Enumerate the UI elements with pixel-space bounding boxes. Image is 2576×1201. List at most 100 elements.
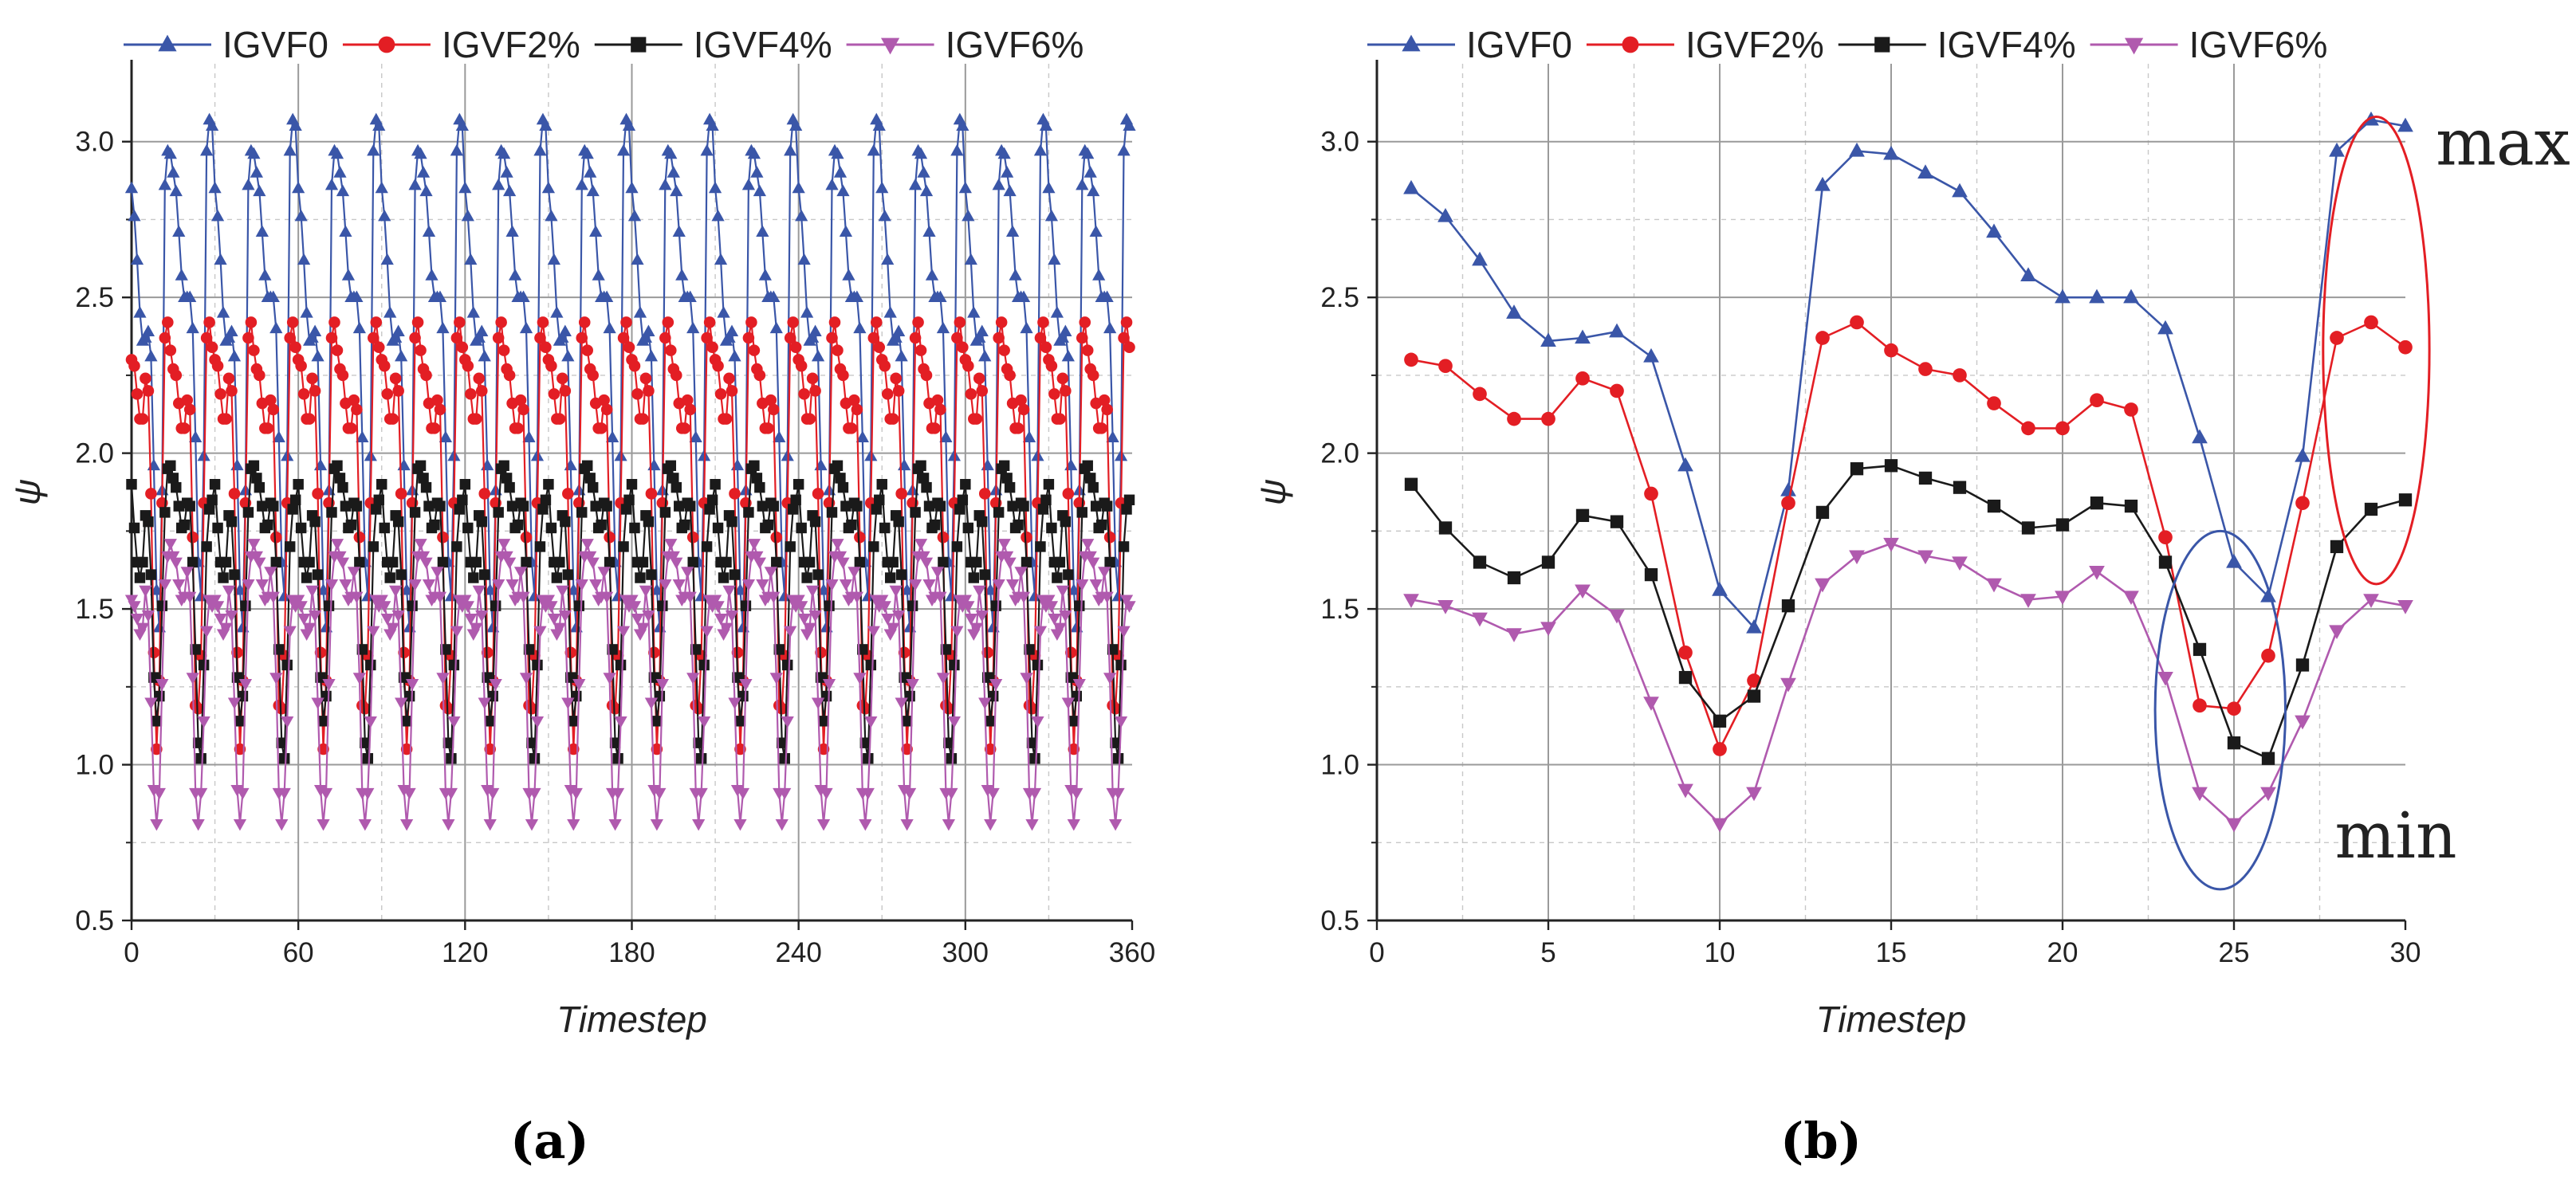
data-point: [568, 716, 580, 727]
data-point: [405, 679, 419, 691]
data-point: [481, 784, 494, 797]
data-point: [629, 522, 640, 534]
data-point: [653, 787, 667, 800]
data-point: [717, 306, 730, 318]
data-point: [317, 818, 330, 831]
data-point: [289, 494, 301, 505]
data-point: [1052, 572, 1063, 583]
data-point: [867, 626, 880, 638]
data-point: [951, 332, 963, 344]
data-point: [1437, 208, 1453, 222]
data-point: [328, 316, 340, 328]
data-point: [556, 372, 568, 385]
data-point: [468, 572, 479, 583]
data-point: [556, 585, 569, 598]
data-point: [158, 178, 171, 190]
data-point: [706, 119, 719, 131]
data-point: [350, 591, 364, 604]
data-point: [1884, 459, 1898, 473]
data-point: [286, 316, 299, 328]
data-point: [993, 332, 1005, 344]
data-point: [179, 519, 190, 531]
data-point: [590, 500, 601, 512]
data-point: [960, 479, 971, 490]
data-point: [308, 324, 322, 337]
data-point: [1024, 644, 1035, 655]
data-point: [833, 551, 848, 563]
data-point: [1473, 387, 1487, 402]
data-point: [895, 349, 908, 362]
data-point: [805, 585, 820, 598]
data-point: [631, 253, 644, 265]
data-point: [854, 556, 866, 568]
data-point: [505, 225, 519, 237]
data-point: [433, 591, 447, 604]
data-point: [367, 143, 380, 156]
data-point: [600, 591, 614, 604]
data-point: [137, 556, 148, 568]
data-point: [898, 458, 911, 471]
data-point: [284, 541, 296, 552]
data-point: [993, 507, 1005, 518]
data-point: [164, 344, 177, 356]
data-point: [1070, 787, 1083, 800]
data-point: [881, 613, 895, 626]
data-point: [887, 413, 899, 425]
data-point: [876, 479, 887, 490]
data-point: [792, 595, 805, 607]
data-point: [1095, 422, 1107, 434]
data-point: [618, 541, 629, 552]
data-point: [210, 601, 225, 613]
data-point: [2055, 421, 2070, 436]
data-point: [962, 601, 975, 613]
data-point: [1781, 599, 1795, 613]
data-point: [147, 784, 161, 797]
data-point: [753, 557, 766, 570]
series-IGVF6%: [1403, 537, 2413, 833]
data-point: [309, 516, 321, 528]
data-point: [2192, 787, 2208, 802]
x-axis-title: Timestep: [556, 999, 707, 1040]
data-point: [820, 787, 833, 800]
data-point: [498, 539, 511, 551]
data-point: [551, 572, 563, 583]
data-point: [1507, 411, 1521, 426]
data-point: [609, 737, 621, 748]
data-point: [743, 507, 754, 518]
data-point: [1092, 269, 1106, 281]
data-point: [1111, 787, 1125, 800]
y-tick-label: 0.5: [75, 905, 114, 936]
data-point: [420, 369, 432, 382]
data-point: [186, 321, 199, 334]
data-point: [269, 321, 283, 334]
data-point: [1404, 477, 1418, 491]
data-point: [1045, 359, 1058, 372]
data-point: [356, 644, 368, 655]
data-point: [833, 166, 848, 178]
data-point: [400, 743, 413, 756]
data-point: [1004, 369, 1016, 382]
data-point: [561, 697, 575, 710]
data-point: [391, 610, 405, 622]
data-point: [628, 359, 641, 372]
data-point: [444, 787, 458, 800]
legend-label: IGVF4%: [694, 24, 832, 65]
data-point: [898, 784, 911, 797]
data-point: [284, 332, 296, 344]
data-point: [706, 341, 718, 354]
data-point: [545, 209, 558, 222]
data-point: [584, 551, 597, 563]
data-point: [2398, 493, 2413, 507]
data-point: [973, 585, 986, 598]
data-point: [558, 610, 572, 622]
data-point: [725, 610, 739, 622]
data-point: [1009, 269, 1022, 281]
data-point: [789, 119, 803, 131]
data-point: [1015, 394, 1027, 406]
data-point: [233, 818, 247, 831]
legend-marker: [880, 37, 900, 55]
data-point: [126, 479, 137, 490]
data-point: [958, 595, 972, 607]
data-point: [376, 479, 387, 490]
data-point: [837, 369, 849, 382]
